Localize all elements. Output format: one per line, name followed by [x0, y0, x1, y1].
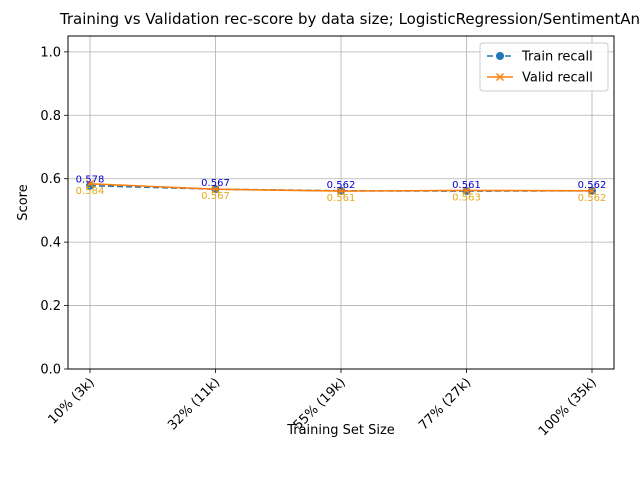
y-tick-label: 0.4 [40, 236, 61, 251]
legend-x-marker [496, 73, 504, 81]
x-axis-label: Training Set Size [286, 423, 395, 438]
y-tick-label: 1.0 [40, 45, 61, 60]
y-tick-label: 0.2 [40, 299, 61, 314]
y-tick-label: 0.8 [40, 109, 61, 124]
x-marker-stroke [462, 186, 471, 195]
legend-box [479, 42, 609, 92]
valid-recall-point [588, 186, 596, 195]
x-marker-stroke [588, 186, 596, 195]
valid-recall-data-label: 0.584 [76, 186, 105, 197]
chart-title: Training vs Validation rec-score by data… [59, 10, 640, 28]
valid-recall-point [211, 185, 220, 194]
legend-item-valid-recall: Valid recall [487, 71, 593, 86]
valid-recall-data-label: 0.561 [327, 193, 356, 204]
data-labels: 0.578 0.567 0.562 0.561 0.562 0.584 0.567 0.561… [76, 175, 607, 204]
legend-circle-marker [496, 52, 504, 60]
valid-recall-data-label: 0.562 [578, 193, 607, 204]
legend: Train recall Valid recall [479, 42, 609, 92]
y-tick-label: 0.6 [40, 172, 61, 187]
x-marker-stroke [86, 179, 94, 188]
valid-recall-point [86, 179, 94, 188]
y-tick-label: 0.0 [40, 363, 61, 378]
legend-label: Train recall [521, 50, 593, 65]
train-recall-data-label: 0.578 [76, 175, 105, 186]
valid-recall-data-label: 0.563 [452, 192, 481, 203]
train-recall-data-label: 0.561 [452, 180, 481, 191]
train-recall-data-label: 0.562 [327, 180, 356, 191]
train-recall-data-label: 0.567 [201, 178, 230, 189]
y-axis-ticks: 0.0 0.2 0.4 0.6 0.8 1.0 [40, 45, 68, 378]
x-marker-stroke [337, 187, 345, 196]
legend-item-train-recall: Train recall [487, 50, 593, 65]
valid-recall-point [462, 186, 471, 195]
series-layer [86, 179, 596, 196]
legend-label: Valid recall [522, 71, 593, 86]
valid-recall-data-label: 0.567 [201, 191, 230, 202]
y-axis-label: Score [16, 184, 31, 220]
x-marker-stroke [211, 185, 220, 194]
train-recall-data-label: 0.562 [578, 180, 607, 191]
valid-recall-point [337, 187, 345, 196]
